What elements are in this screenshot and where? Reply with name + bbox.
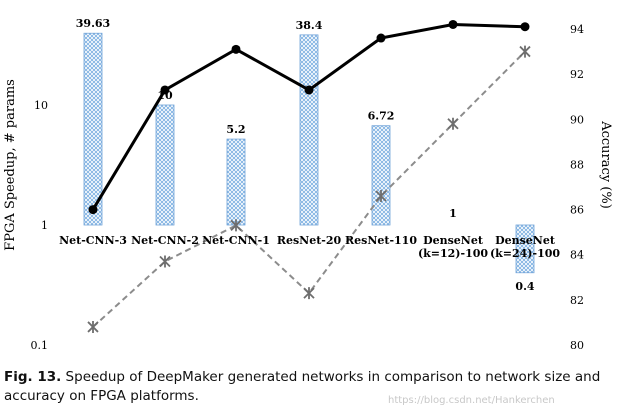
left-tick-label: 10	[34, 99, 48, 112]
solid-series-marker	[160, 85, 170, 95]
right-axis-ticks: 80 82 84 86 88 90 92 94	[570, 23, 584, 352]
dashed-accuracy-series	[87, 45, 531, 333]
bar	[299, 34, 319, 226]
y-axis-label-left: FPGA Speedup, # params	[3, 79, 18, 251]
solid-series-marker	[231, 44, 241, 54]
right-tick-label: 82	[570, 294, 584, 307]
bar-data-label: 5.2	[226, 123, 245, 136]
category-label: Net-CNN-2	[131, 234, 199, 247]
left-tick-label: 0.1	[31, 339, 49, 352]
dashed-series-marker	[303, 287, 315, 300]
figure-caption-label: Fig. 13.	[4, 369, 62, 385]
bar-data-label: 1	[449, 207, 457, 220]
solid-series-marker	[376, 33, 386, 43]
left-tick-label: 1	[41, 219, 48, 232]
category-labels: Net-CNN-3 Net-CNN-2 Net-CNN-1 ResNet-20 ResN…	[59, 234, 560, 260]
right-tick-label: 84	[570, 249, 584, 262]
bar-data-label: 0.4	[515, 280, 534, 293]
right-tick-label: 80	[570, 339, 584, 352]
bar	[226, 138, 246, 226]
y-axis-label-right: Accuracy (%)	[598, 120, 613, 209]
category-label: DenseNet	[495, 234, 556, 247]
bar	[155, 104, 175, 226]
left-axis-ticks: 0.1 1 10	[31, 99, 49, 352]
right-tick-label: 86	[570, 204, 584, 217]
dashed-series-marker	[230, 219, 242, 232]
bar	[515, 224, 535, 274]
watermark: https://blog.csdn.net/Hankerchen	[388, 395, 555, 406]
category-label: ResNet-20	[277, 234, 342, 247]
category-label: (k=12)-100	[418, 247, 488, 260]
category-label: ResNet-110	[345, 234, 417, 247]
figure-caption-text: Speedup of DeepMaker generated networks …	[4, 369, 601, 404]
solid-accuracy-series	[88, 19, 530, 215]
right-tick-label: 88	[570, 158, 584, 171]
category-label: Net-CNN-1	[202, 234, 270, 247]
dashed-series-marker	[447, 117, 459, 130]
right-tick-label: 94	[570, 23, 584, 36]
dashed-series-marker	[519, 45, 531, 58]
bar-data-label: 39.63	[76, 17, 110, 30]
right-tick-label: 92	[570, 68, 584, 81]
bar-data-label: 38.4	[296, 19, 323, 32]
dashed-series-marker	[375, 190, 387, 203]
solid-series-marker	[304, 85, 314, 95]
category-label: DenseNet	[423, 234, 484, 247]
right-tick-label: 90	[570, 113, 584, 126]
bar	[83, 32, 103, 226]
dashed-series-marker	[159, 255, 171, 268]
solid-series-marker	[88, 205, 98, 215]
bar-data-label: 6.72	[368, 110, 395, 123]
bar	[371, 125, 391, 226]
dashed-series-marker	[87, 320, 99, 333]
category-label: (k=24)-100	[490, 247, 560, 260]
solid-series-marker	[520, 22, 530, 32]
category-label: Net-CNN-3	[59, 234, 127, 247]
solid-series-marker	[448, 19, 458, 29]
figure-caption: Fig. 13. Speedup of DeepMaker generated …	[4, 368, 616, 406]
